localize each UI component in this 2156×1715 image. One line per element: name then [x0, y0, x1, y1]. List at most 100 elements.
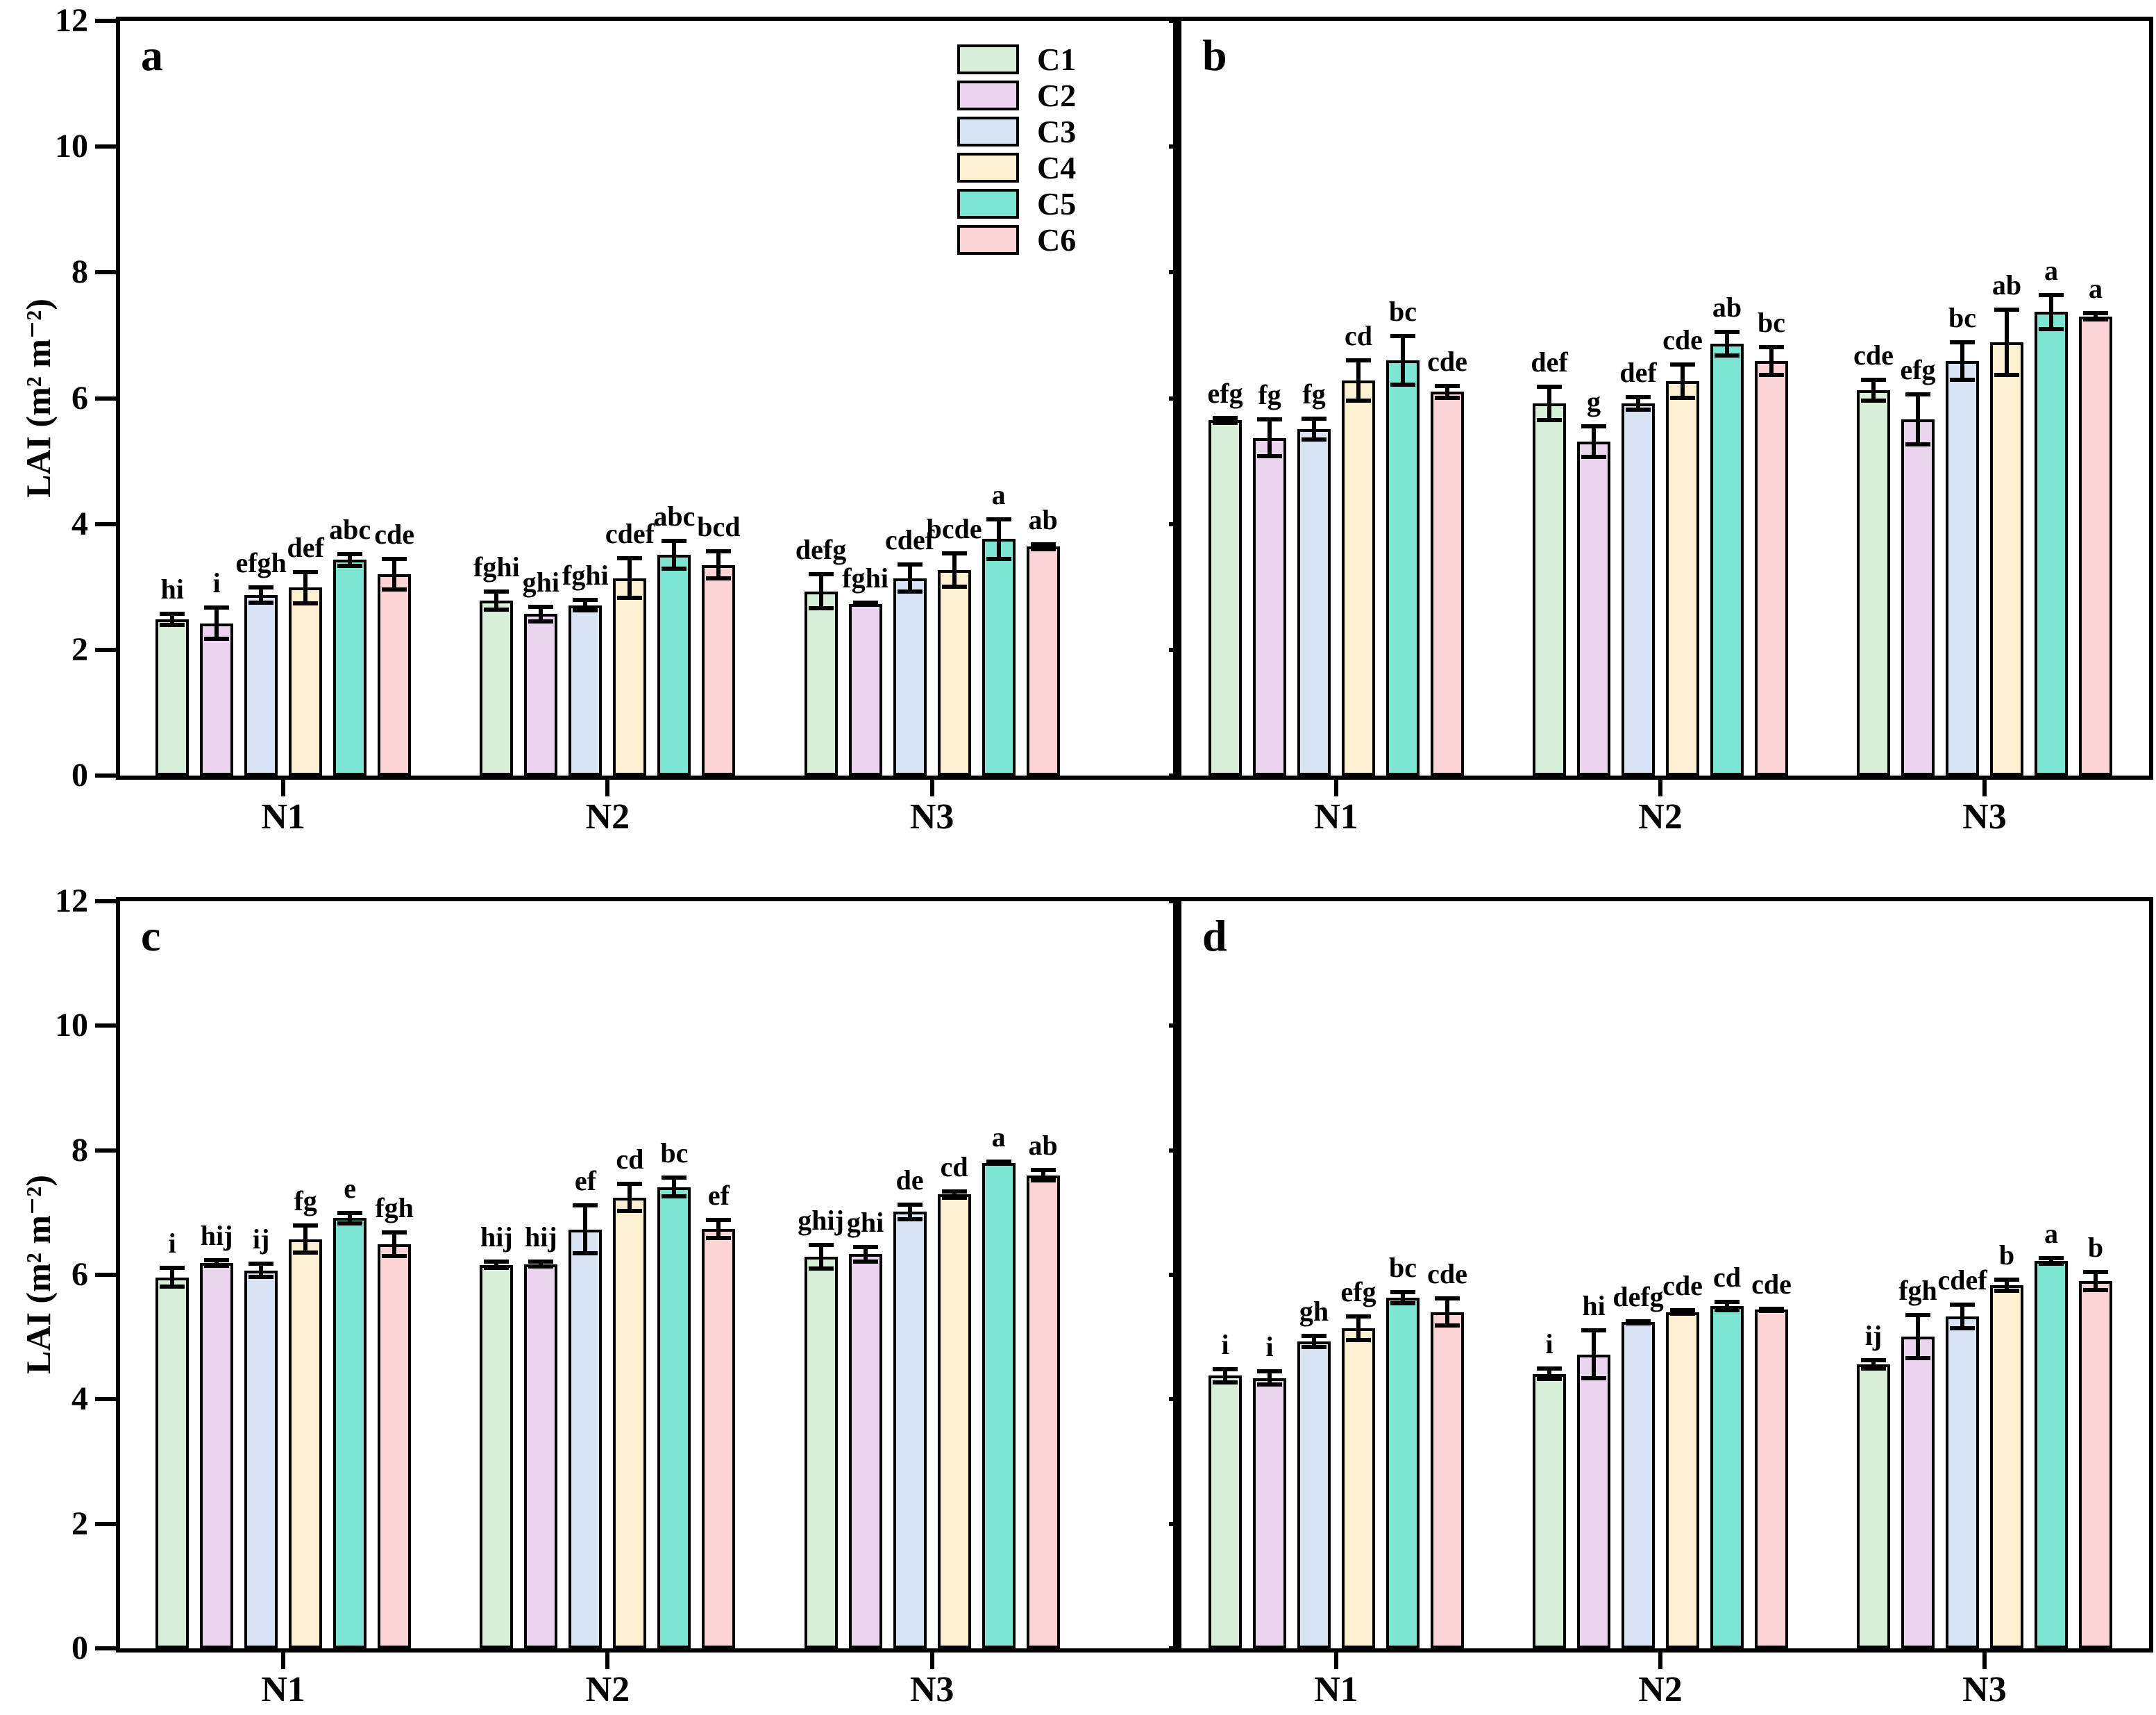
significance-letter: defg	[795, 534, 847, 566]
y-axis-tick-label: 2	[71, 1505, 88, 1542]
x-axis-group-label: N1	[261, 797, 305, 837]
significance-letter: ghi	[522, 566, 560, 598]
y-axis-tick	[95, 1023, 116, 1028]
error-bar	[494, 1260, 499, 1270]
significance-letter: cdef	[605, 517, 655, 549]
error-bar-cap	[662, 1194, 687, 1198]
error-bar	[1356, 1314, 1361, 1342]
error-bar-cap	[249, 585, 274, 590]
error-bar	[1445, 383, 1450, 401]
legend-swatch-icon	[957, 153, 1019, 183]
error-bar	[494, 589, 499, 612]
error-bar	[1356, 358, 1361, 403]
error-bar	[952, 1189, 957, 1200]
error-bar	[259, 585, 264, 605]
bar-a-N2-C2	[524, 614, 558, 776]
significance-letter: ij	[1864, 1320, 1883, 1352]
significance-letter: cde	[374, 518, 415, 550]
bar-c-N1-C3	[244, 1270, 278, 1648]
significance-letter: efg	[1900, 354, 1936, 386]
error-bar-cap	[1346, 398, 1372, 403]
error-bar	[907, 562, 912, 594]
error-bar-cap	[852, 601, 878, 605]
significance-letter: cdef	[1937, 1264, 1987, 1296]
significance-letter: efgh	[235, 547, 287, 579]
error-bar-cap	[1390, 334, 1416, 339]
significance-letter: ef	[707, 1179, 730, 1211]
error-bar	[1223, 415, 1228, 425]
error-bar-cap	[204, 637, 230, 642]
bar-c-N1-C1	[155, 1277, 190, 1648]
error-bar-cap	[2039, 1262, 2064, 1266]
significance-letter: fg	[1302, 378, 1326, 410]
error-bar	[863, 1244, 868, 1264]
error-bar-cap	[1994, 1289, 2020, 1293]
error-bar-cap	[249, 1262, 274, 1266]
y-axis-tick	[95, 647, 116, 652]
error-bar	[628, 555, 632, 601]
y-axis-tick-label: 12	[55, 2, 88, 39]
error-bar-cap	[2083, 317, 2109, 321]
error-bar-cap	[1950, 1325, 1976, 1330]
error-bar-cap	[573, 1203, 598, 1207]
significance-letter: a	[2044, 255, 2059, 287]
error-bar-cap	[1861, 1358, 1887, 1363]
error-bar-cap	[160, 623, 185, 628]
error-bar	[259, 1262, 264, 1280]
error-bar-cap	[1302, 1334, 1327, 1339]
error-bar-cap	[706, 576, 732, 581]
error-bar	[1725, 1299, 1730, 1312]
error-bar	[1916, 1312, 1921, 1360]
bar-c-N3-C2	[848, 1254, 882, 1648]
error-bar-cap	[484, 608, 509, 612]
y-axis-tick-label: 6	[71, 379, 88, 417]
x-axis-group-label: N2	[585, 1670, 630, 1709]
x-axis-group-label: N1	[261, 1670, 305, 1709]
panel-a-letter: a	[141, 31, 163, 80]
error-bar	[1401, 334, 1406, 387]
error-bar	[952, 551, 957, 589]
error-bar-cap	[1257, 417, 1283, 421]
error-bar	[1871, 377, 1876, 403]
x-axis-tick	[605, 1648, 610, 1669]
error-bar-cap	[986, 557, 1011, 562]
error-bar-cap	[337, 551, 363, 556]
legend-item-C4: C4	[957, 151, 1076, 183]
x-axis-group-label: N1	[1314, 797, 1358, 837]
bar-d-N2-C1	[1533, 1373, 1567, 1648]
error-bar	[818, 572, 823, 610]
error-bar	[1041, 542, 1045, 551]
error-bar-cap	[1257, 454, 1283, 459]
x-axis-tick	[1982, 1648, 1987, 1669]
error-bar-cap	[1861, 398, 1887, 403]
bar-a-N3-C5	[982, 539, 1016, 776]
error-bar-cap	[337, 1221, 363, 1226]
panel-b-letter: b	[1202, 31, 1227, 80]
y-axis-title-panel-a: LAI (m² m⁻²)	[19, 299, 58, 498]
y-axis-tick-label: 10	[55, 128, 88, 165]
error-bar-cap	[1030, 1167, 1056, 1172]
error-bar-cap	[382, 587, 407, 592]
error-bar-cap	[2083, 1269, 2109, 1274]
bar-b-N2-C6	[1755, 361, 1789, 776]
error-bar-cap	[1715, 1299, 1740, 1304]
error-bar	[348, 551, 353, 569]
error-bar-cap	[706, 549, 732, 553]
significance-letter: ab	[1028, 503, 1058, 535]
bar-c-N3-C3	[893, 1212, 927, 1648]
panel-c: c 0 2 4 6 8 10 12 N1 i hij ij fg e fgh N2 hij hij ef cd bc e…	[55, 885, 1177, 1708]
bar-a-N3-C1	[804, 591, 838, 776]
significance-letter: ab	[1028, 1129, 1058, 1161]
legend-item-C2: C2	[957, 79, 1076, 111]
bar-a-N1-C5	[333, 560, 367, 776]
error-bar-cap	[617, 1209, 643, 1214]
error-bar-cap	[1581, 1328, 1607, 1333]
error-bar-cap	[808, 1266, 834, 1271]
error-bar-cap	[1581, 455, 1607, 460]
error-bar	[2094, 1269, 2098, 1293]
bar-a-N2-C1	[480, 601, 514, 776]
error-bar-cap	[1257, 1369, 1283, 1374]
x-axis-tick	[1658, 1648, 1663, 1669]
bar-d-N3-C1	[1857, 1364, 1891, 1648]
x-axis-group-label: N1	[1314, 1670, 1358, 1709]
